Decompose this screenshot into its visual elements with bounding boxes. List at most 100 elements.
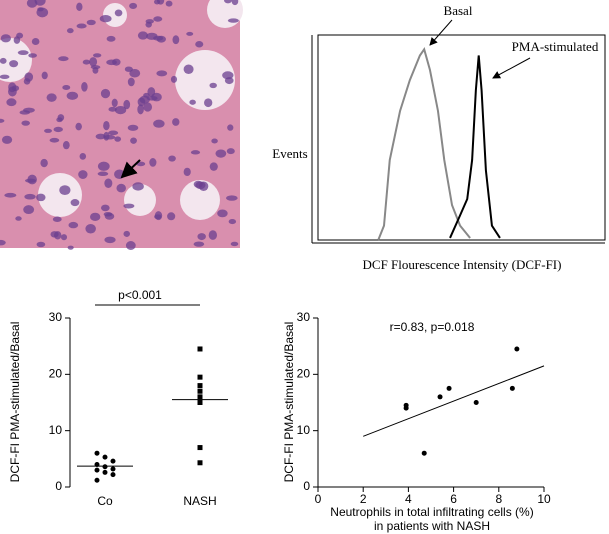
nucleus [78,170,88,179]
x-tick-label: 10 [537,492,551,506]
nucleus [226,148,235,155]
y-tick-label: 0 [55,479,62,493]
nucleus [114,136,122,142]
nucleus [208,230,217,240]
nucleus [97,161,110,171]
nucleus [154,214,162,220]
nucleus [215,149,227,158]
nucleus [90,65,101,70]
nucleus [19,110,31,115]
nucleus [230,241,239,247]
nucleus [106,59,117,66]
nucleus [46,93,57,102]
nucleus [36,241,46,248]
nucleus [129,69,141,78]
nucleus [31,38,40,45]
nucleus [66,91,79,100]
x-tick-label: 2 [360,492,367,506]
nucleus [227,18,239,23]
nucleus [222,71,234,80]
y-axis-label: Events [272,146,307,161]
nucleus [125,241,136,250]
nucleus [156,0,165,5]
x-tick-label: 0 [315,492,322,506]
histogram-curve [449,55,501,239]
nucleus [9,60,19,68]
y-axis-label: DCF-FI PMA-stimulated/Basal [282,322,296,483]
nucleus [123,203,135,209]
data-point [421,450,427,456]
nucleus [82,59,91,65]
nucleus [146,96,158,101]
nucleus [103,211,113,217]
nucleus [90,212,101,221]
nucleus [0,74,10,80]
nucleus [209,162,218,171]
data-point [197,460,203,466]
nucleus [0,239,6,246]
nucleus [75,122,82,131]
data-point [94,450,100,456]
data-point [110,472,116,478]
nucleus [76,2,83,12]
data-point [102,469,108,475]
nucleus [197,233,206,241]
nucleus [217,209,228,218]
nucleus [231,0,239,6]
nucleus [123,230,131,237]
nucleus [52,216,62,222]
data-point [197,400,203,405]
nucleus [226,195,238,201]
nucleus [100,88,111,99]
nucleus [106,35,116,42]
nucleus [49,137,60,143]
annotation-arrow [492,57,531,79]
x-tick-label: Co [97,494,113,508]
y-tick-label: 30 [49,310,63,324]
plot-frame [317,34,606,241]
x-tick-label: 4 [405,492,412,506]
nucleus [34,0,46,6]
nucleus [132,182,144,191]
data-point [403,405,409,411]
nucleus [15,216,22,221]
nucleus [6,98,17,107]
annotation: r=0.83, p=0.018 [390,320,475,334]
nucleus [44,128,52,133]
nucleus [170,75,178,83]
nucleus [127,124,139,131]
data-point [94,467,100,473]
nucleus [97,171,109,177]
nucleus [85,223,96,234]
data-point [514,346,520,352]
nucleus [111,98,118,108]
nucleus [70,199,80,207]
data-point [437,394,443,400]
data-point [102,454,108,460]
x-axis-label: in patients with NASH [374,519,490,533]
nucleus [1,135,13,144]
fat-vacuole [103,3,127,27]
nucleus [153,119,165,128]
x-tick-label: 8 [495,492,502,506]
nucleus [104,178,113,189]
nucleus [108,130,119,136]
nucleus [104,236,116,244]
nucleus [37,7,44,12]
fat-vacuole [180,180,220,220]
annotation-arrow [429,19,453,46]
nucleus [79,153,87,160]
y-tick-label: 20 [297,367,311,381]
data-point [197,394,203,400]
nucleus [143,102,153,112]
nucleus [8,82,17,93]
nucleus [58,56,69,62]
data-point [110,458,116,464]
y-tick-label: 0 [303,479,310,493]
nucleus [60,234,68,241]
nucleus [23,205,35,214]
nucleus [189,99,196,105]
nucleus [114,105,127,115]
